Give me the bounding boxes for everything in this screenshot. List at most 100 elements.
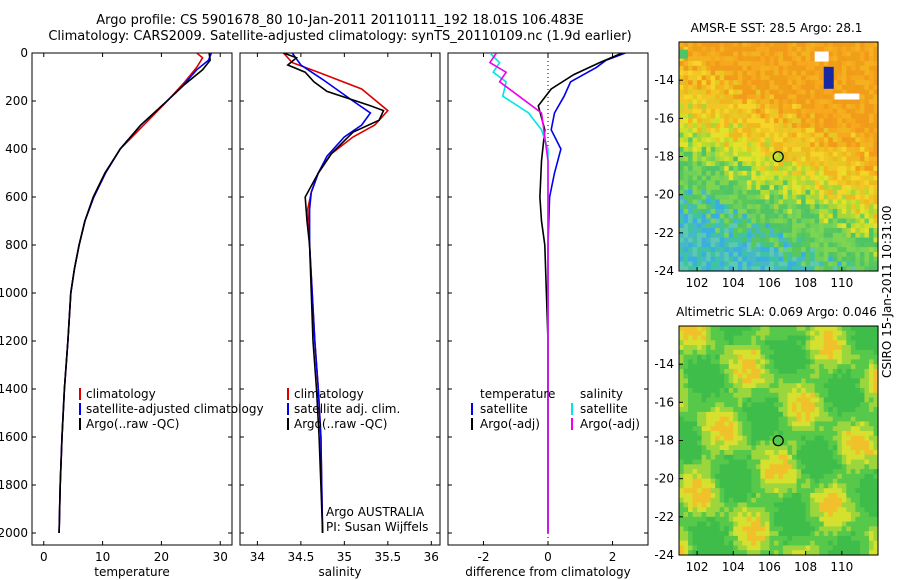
map-cell [832,392,838,399]
map-cell [755,397,762,403]
map-cell [864,56,870,62]
map-cell [746,550,752,556]
map-cell [859,89,866,96]
map-cell [733,502,739,508]
map-cell [746,364,752,370]
map-cell [868,146,875,153]
map-cell [846,247,852,253]
map-cell [773,123,780,129]
map-cell [746,531,752,537]
map-cell [778,502,784,508]
map-cell [746,330,752,337]
map-cell [778,104,784,110]
map-cell [859,118,866,124]
map-cell [801,440,807,446]
map-cell [859,223,866,229]
map-cell [706,340,712,346]
map-cell [742,421,748,427]
map-cell [764,488,771,494]
map-cell [679,49,688,59]
map-cell [823,170,829,177]
map-cell [688,156,694,162]
map-cell [805,237,811,243]
map-cell [792,402,798,408]
map-cell [837,507,843,513]
map-cell [837,526,843,532]
map-cell [715,113,721,119]
map-cell [764,204,771,210]
map-cell [864,80,870,86]
map-cell [728,204,734,210]
map-cell [864,459,870,465]
map-cell [728,368,734,375]
map-cell [679,416,685,423]
map-cell [868,445,875,451]
x-tick-label: 108 [794,276,817,290]
map-cell [755,151,762,158]
map-cell [683,223,689,229]
map-cell [810,335,816,341]
map-cell [688,108,694,115]
map-cell [864,383,870,389]
map-cell [850,345,856,351]
map-cell [710,378,716,384]
map-cell [719,223,725,229]
map-cell [823,204,829,210]
map-cell [692,373,698,380]
map-cell [823,469,829,475]
y-tick-label: -14 [654,357,674,371]
map-cell [787,540,793,547]
map-cell [760,407,766,413]
map-cell [724,349,730,356]
map-cell [810,512,816,518]
map-cell [778,151,784,158]
map-cell [706,526,712,532]
map-cell [796,142,802,148]
map-cell [683,535,689,542]
map-cell [819,440,825,446]
map-cell [796,228,802,234]
map-cell [850,161,856,167]
map-cell [755,46,762,53]
map-cell [814,223,820,229]
map-cell [742,156,748,162]
map-cell [724,132,730,139]
map-cell [679,435,685,442]
map-cell [706,189,712,196]
map-cell [823,104,829,110]
map-cell [846,430,852,437]
map-cell [810,354,816,360]
map-cell [828,359,834,365]
map-cell [841,127,847,134]
map-cell [796,540,802,547]
map-cell [751,378,757,384]
map-cell [719,70,725,76]
map-cell [760,359,766,365]
map-cell [710,185,716,191]
map-cell [683,94,689,100]
map-cell [769,127,775,134]
map-cell [823,397,829,403]
map-cell [814,349,820,356]
map-cell [850,411,856,418]
map-cell [719,208,725,215]
map-cell [764,99,771,105]
map-cell [855,266,861,272]
map-cell [746,199,752,205]
map-cell [873,213,879,220]
map-cell [706,70,712,76]
x-axis-label: salinity [318,565,361,579]
map-cell [868,454,875,461]
map-cell [810,545,816,551]
map-cell [859,397,866,403]
map-cell [737,189,743,196]
map-cell [728,349,734,356]
map-cell [841,388,847,394]
map-cell [697,483,703,489]
map-cell [823,194,829,201]
map-cell [810,161,816,167]
map-cell [719,261,725,267]
map-cell [841,416,847,423]
map-cell [814,213,820,220]
map-cell [837,261,843,267]
